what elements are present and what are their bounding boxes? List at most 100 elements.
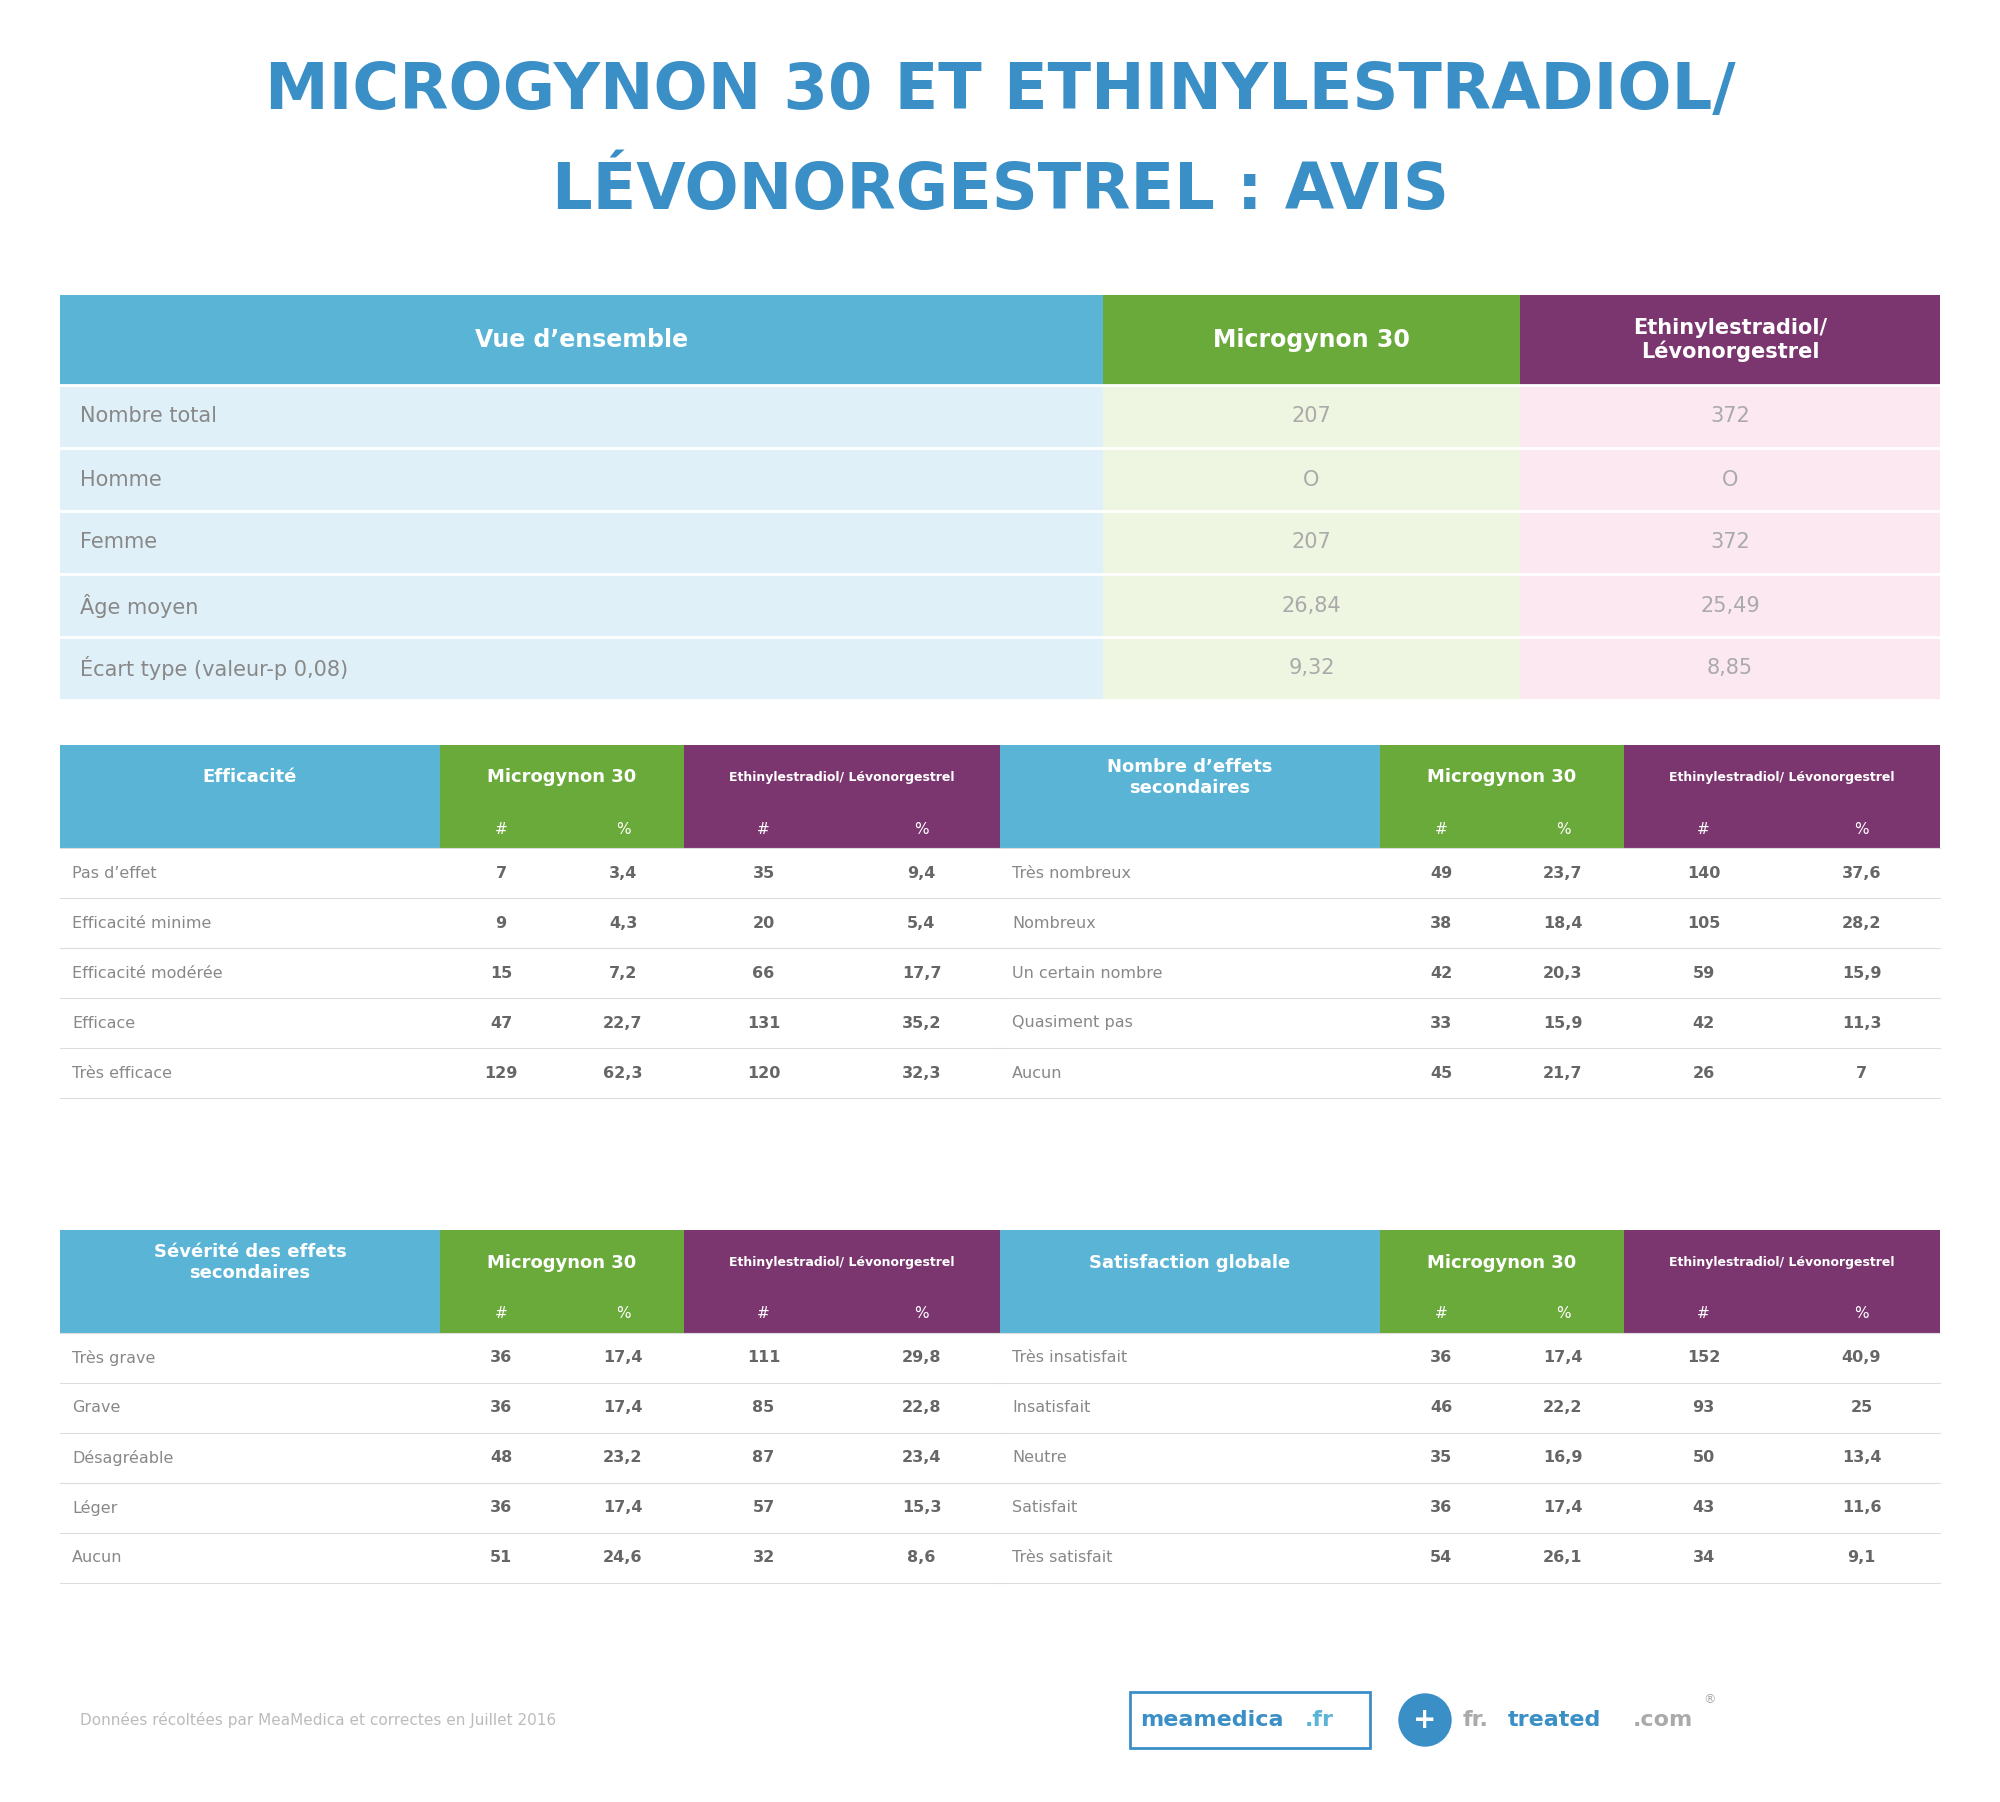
Text: 17,4: 17,4	[604, 1350, 642, 1366]
Text: %: %	[1556, 822, 1570, 836]
Bar	[60, 849, 1000, 897]
Bar	[1000, 1433, 1940, 1483]
Bar	[60, 512, 1104, 575]
Text: 9: 9	[496, 915, 506, 930]
Bar	[60, 296, 1104, 386]
Text: 36: 36	[490, 1501, 512, 1515]
Bar	[1000, 1333, 1940, 1382]
Text: Quasiment pas: Quasiment pas	[1012, 1016, 1132, 1031]
Text: Vue d’ensemble: Vue d’ensemble	[474, 328, 688, 351]
Text: #: #	[758, 822, 770, 836]
Text: 62,3: 62,3	[604, 1065, 642, 1081]
Bar	[1520, 296, 1940, 386]
Bar	[1104, 449, 1520, 512]
Text: 15,9: 15,9	[1544, 1016, 1582, 1031]
Bar	[60, 744, 440, 811]
Text: 5,4: 5,4	[908, 915, 936, 930]
Bar	[1784, 1296, 1940, 1333]
Text: #: #	[758, 1306, 770, 1321]
Bar	[1000, 1049, 1940, 1097]
Text: 8,85: 8,85	[1706, 658, 1754, 679]
Bar	[60, 386, 1104, 449]
Text: 7: 7	[1856, 1065, 1868, 1081]
Bar	[60, 1333, 1000, 1382]
Text: 22,2: 22,2	[1544, 1400, 1582, 1416]
Bar	[60, 1049, 1000, 1097]
Circle shape	[1400, 1694, 1452, 1746]
Bar	[1000, 897, 1940, 948]
Text: 17,4: 17,4	[1544, 1501, 1582, 1515]
Text: Microgynon 30: Microgynon 30	[1428, 1254, 1576, 1272]
Text: 26: 26	[1692, 1065, 1714, 1081]
Text: 140: 140	[1686, 865, 1720, 881]
Text: 51: 51	[490, 1550, 512, 1566]
Bar	[1502, 1296, 1624, 1333]
Text: 66: 66	[752, 966, 774, 980]
Text: 7: 7	[496, 865, 506, 881]
Bar	[60, 897, 1000, 948]
Bar	[1104, 296, 1520, 386]
Bar	[440, 744, 684, 811]
Text: 40,9: 40,9	[1842, 1350, 1882, 1366]
Bar	[1104, 575, 1520, 636]
Text: MICROGYNON 30 ET ETHINYLESTRADIOL/: MICROGYNON 30 ET ETHINYLESTRADIOL/	[264, 59, 1736, 123]
Text: 87: 87	[752, 1451, 774, 1465]
Text: 372: 372	[1710, 533, 1750, 553]
Bar	[1624, 744, 1940, 811]
Text: 111: 111	[746, 1350, 780, 1366]
Bar	[60, 1483, 1000, 1534]
Text: 13,4: 13,4	[1842, 1451, 1882, 1465]
Text: %: %	[1854, 1306, 1868, 1321]
Bar	[1000, 998, 1940, 1049]
Bar	[844, 1296, 1000, 1333]
Text: Homme: Homme	[80, 470, 162, 490]
Text: Très satisfait: Très satisfait	[1012, 1550, 1112, 1566]
Text: meamedica: meamedica	[1140, 1710, 1284, 1730]
Text: 152: 152	[1686, 1350, 1720, 1366]
Bar	[1000, 948, 1940, 998]
Text: Nombreux: Nombreux	[1012, 915, 1096, 930]
Text: 17,4: 17,4	[1544, 1350, 1582, 1366]
Text: 18,4: 18,4	[1544, 915, 1582, 930]
Bar	[844, 811, 1000, 849]
Bar	[1784, 811, 1940, 849]
Text: Sévérité des effets
secondaires: Sévérité des effets secondaires	[154, 1243, 346, 1281]
Text: 42: 42	[1430, 966, 1452, 980]
Text: 17,4: 17,4	[604, 1400, 642, 1416]
Text: 120: 120	[746, 1065, 780, 1081]
Text: Neutre: Neutre	[1012, 1451, 1066, 1465]
Text: 42: 42	[1692, 1016, 1714, 1031]
Text: 105: 105	[1686, 915, 1720, 930]
Bar	[1624, 1296, 1784, 1333]
Text: 22,8: 22,8	[902, 1400, 942, 1416]
Text: ®: ®	[1704, 1694, 1716, 1706]
Bar	[60, 575, 1104, 636]
Text: 26,84: 26,84	[1282, 595, 1342, 616]
Text: Ethinylestradiol/ Lévonorgestrel: Ethinylestradiol/ Lévonorgestrel	[730, 771, 954, 784]
Text: 4,3: 4,3	[608, 915, 638, 930]
Text: .fr: .fr	[1304, 1710, 1334, 1730]
Text: Pas d’effet: Pas d’effet	[72, 865, 156, 881]
Text: 131: 131	[746, 1016, 780, 1031]
Bar	[1104, 386, 1520, 449]
Text: #: #	[1434, 1306, 1448, 1321]
Text: 11,6: 11,6	[1842, 1501, 1882, 1515]
Bar	[60, 1382, 1000, 1433]
Text: 8,6: 8,6	[908, 1550, 936, 1566]
Text: 26,1: 26,1	[1544, 1550, 1582, 1566]
Text: Microgynon 30: Microgynon 30	[488, 768, 636, 786]
Text: Ethinylestradiol/ Lévonorgestrel: Ethinylestradiol/ Lévonorgestrel	[1670, 1256, 1894, 1269]
Bar	[60, 1433, 1000, 1483]
Text: Efficace: Efficace	[72, 1016, 136, 1031]
Text: 25,49: 25,49	[1700, 595, 1760, 616]
Bar	[60, 636, 1104, 699]
Bar	[1502, 811, 1624, 849]
Text: Âge moyen: Âge moyen	[80, 593, 198, 618]
Text: 15: 15	[490, 966, 512, 980]
Text: 23,4: 23,4	[902, 1451, 942, 1465]
Bar	[1000, 1382, 1940, 1433]
Text: #: #	[494, 1306, 508, 1321]
Bar	[1520, 386, 1940, 449]
Bar	[60, 998, 1000, 1049]
Bar	[60, 449, 1104, 512]
